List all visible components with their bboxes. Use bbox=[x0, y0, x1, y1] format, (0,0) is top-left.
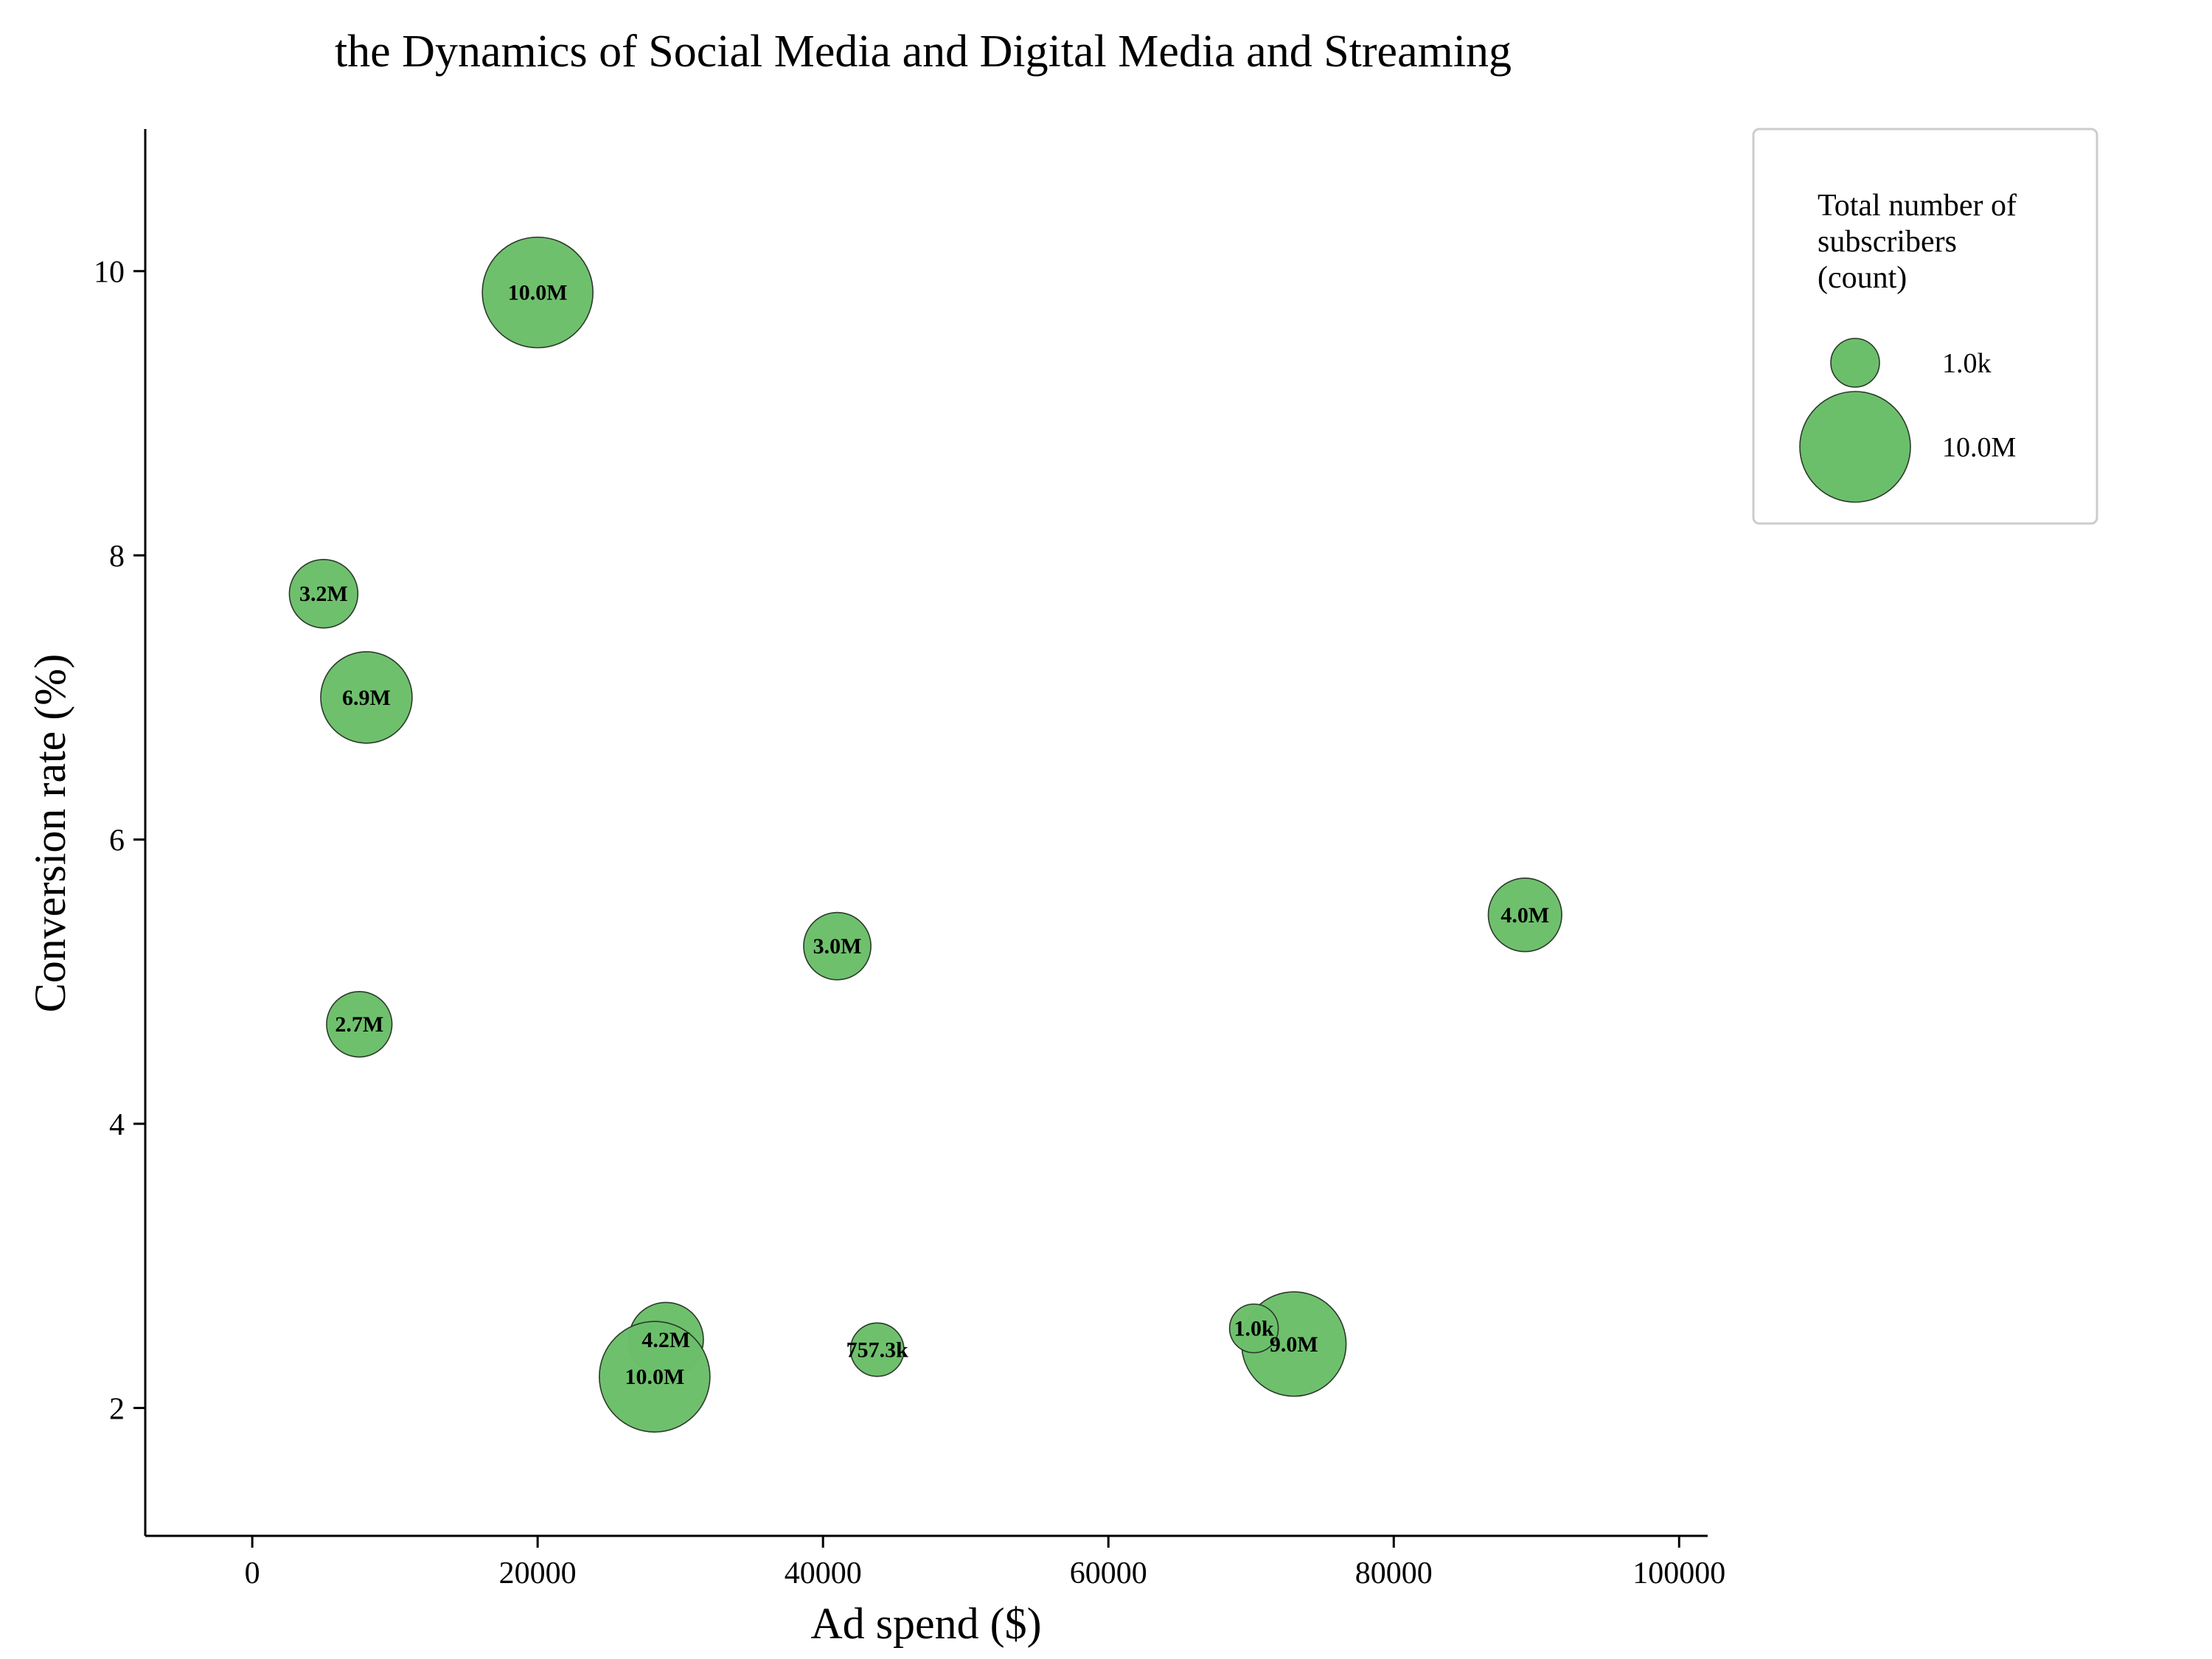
bubble-value-label: 1.0k bbox=[1234, 1317, 1275, 1341]
bubble-value-label: 757.3k bbox=[846, 1338, 909, 1363]
legend-entry-label: 10.0M bbox=[1942, 432, 2016, 463]
bubble-value-label: 4.0M bbox=[1500, 903, 1549, 928]
bubble-value-label: 3.0M bbox=[813, 934, 862, 959]
y-tick-label: 8 bbox=[109, 540, 125, 574]
x-tick-label: 60000 bbox=[1070, 1557, 1147, 1590]
bubble-point bbox=[803, 911, 872, 981]
x-tick-label: 100000 bbox=[1632, 1557, 1725, 1590]
legend-title-line-2: subscribers bbox=[1818, 225, 1957, 259]
bubble-value-label: 9.0M bbox=[1270, 1332, 1318, 1357]
legend-title-line-1: Total number of bbox=[1818, 189, 2017, 223]
bubble-point bbox=[288, 558, 359, 629]
y-tick-label: 2 bbox=[109, 1393, 125, 1427]
bubble-value-label: 4.2M bbox=[641, 1328, 690, 1352]
bubble-value-label: 6.9M bbox=[342, 686, 391, 710]
bubble-value-label: 3.2M bbox=[299, 582, 348, 606]
x-tick-label: 0 bbox=[245, 1557, 260, 1590]
y-tick-layer: 2 4 6 8 10 bbox=[94, 256, 145, 1427]
bubble-point bbox=[320, 651, 413, 744]
legend-entries: 1.0k 10.0M bbox=[1799, 338, 2016, 503]
legend-bubble bbox=[1830, 338, 1880, 388]
bubble-label-layer: 10.0M 3.2M 6.9M 2.7M 3.0M 4.0M 4.2M 10.0M 757.3k… bbox=[299, 281, 1549, 1390]
x-tick-layer: 0 20000 40000 60000 80000 100000 bbox=[245, 1536, 1725, 1590]
y-tick-label: 6 bbox=[109, 824, 125, 858]
x-tick-label: 40000 bbox=[785, 1557, 862, 1590]
legend: Total number of subscribers (count) 1.0k… bbox=[1752, 128, 2098, 525]
x-tick-label: 20000 bbox=[499, 1557, 577, 1590]
bubble-point bbox=[599, 1321, 711, 1433]
y-tick-label: 4 bbox=[109, 1108, 125, 1142]
bubble-point bbox=[326, 991, 393, 1058]
chart-title: the Dynamics of Social Media and Digital… bbox=[335, 27, 1512, 77]
bubble-value-label: 10.0M bbox=[625, 1365, 684, 1389]
bubble-point bbox=[1228, 1303, 1279, 1354]
bubble-point bbox=[849, 1322, 905, 1377]
bubble-point bbox=[1487, 877, 1562, 953]
bubble-layer bbox=[288, 236, 1562, 1433]
legend-entry-label: 1.0k bbox=[1942, 348, 1992, 379]
x-tick-label: 80000 bbox=[1355, 1557, 1433, 1590]
y-axis-label: Conversion rate (%) bbox=[26, 654, 74, 1013]
bubble-point bbox=[481, 236, 594, 349]
bubble-value-label: 2.7M bbox=[335, 1012, 383, 1037]
x-axis-label: Ad spend ($) bbox=[810, 1599, 1041, 1648]
legend-bubble bbox=[1799, 391, 1911, 503]
legend-title-line-3: (count) bbox=[1818, 261, 1907, 295]
y-tick-label: 10 bbox=[94, 256, 125, 290]
bubble-value-label: 10.0M bbox=[508, 281, 568, 305]
